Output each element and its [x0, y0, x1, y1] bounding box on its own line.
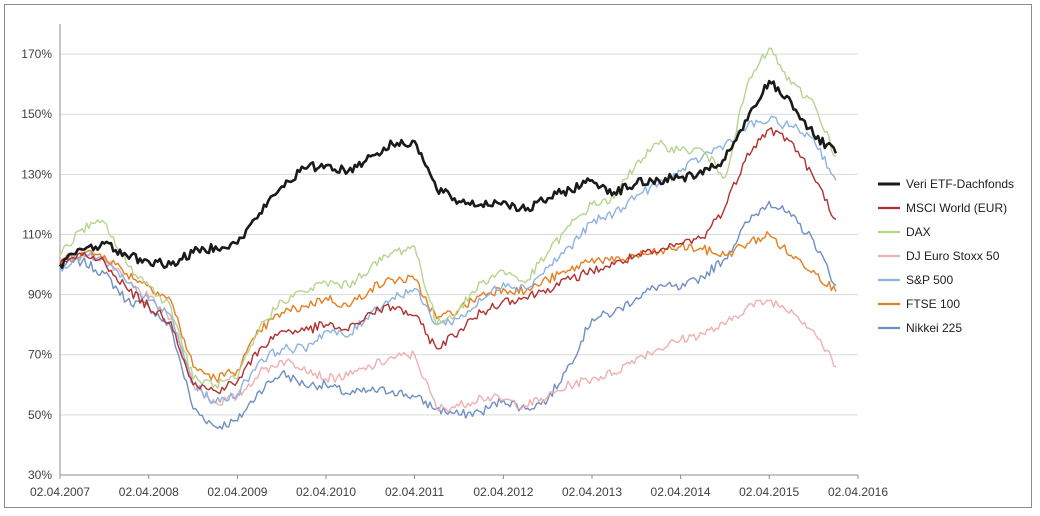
- series-line-0: [58, 79, 838, 269]
- x-tick-label: 02.04.2007: [30, 485, 90, 499]
- series-line-3: [59, 248, 837, 413]
- legend-label: Nikkei 225: [906, 321, 962, 335]
- y-tick-label: 90%: [28, 288, 52, 302]
- legend-label: Veri ETF-Dachfonds: [906, 177, 1014, 191]
- y-tick-label: 130%: [21, 167, 52, 181]
- x-tick-label: 02.04.2011: [385, 485, 444, 499]
- series-line-2: [59, 47, 837, 390]
- x-tick-label: 02.04.2008: [119, 485, 179, 499]
- y-tick-label: 50%: [28, 408, 52, 422]
- y-tick-label: 70%: [28, 348, 52, 362]
- series-line-1: [59, 127, 837, 395]
- chart-frame: [4, 4, 1032, 508]
- legend-label: DJ Euro Stoxx 50: [906, 249, 1000, 263]
- x-tick-label: 02.04.2015: [739, 485, 799, 499]
- y-tick-label: 30%: [28, 468, 52, 482]
- x-tick-label: 02.04.2010: [296, 485, 356, 499]
- series-line-4: [59, 115, 837, 405]
- series-line-6: [59, 200, 837, 430]
- x-tick-label: 02.04.2016: [828, 485, 888, 499]
- legend-label: S&P 500: [906, 273, 953, 287]
- series-line-5: [59, 231, 837, 383]
- y-tick-label: 150%: [21, 107, 52, 121]
- legend-label: FTSE 100: [906, 297, 960, 311]
- y-tick-label: 110%: [22, 227, 52, 241]
- x-tick-label: 02.04.2012: [473, 485, 533, 499]
- x-tick-label: 02.04.2014: [651, 485, 711, 499]
- x-tick-label: 02.04.2009: [207, 485, 267, 499]
- y-tick-label: 170%: [21, 47, 52, 61]
- legend-label: DAX: [906, 225, 931, 239]
- legend-label: MSCI World (EUR): [906, 201, 1007, 215]
- x-tick-label: 02.04.2013: [562, 485, 622, 499]
